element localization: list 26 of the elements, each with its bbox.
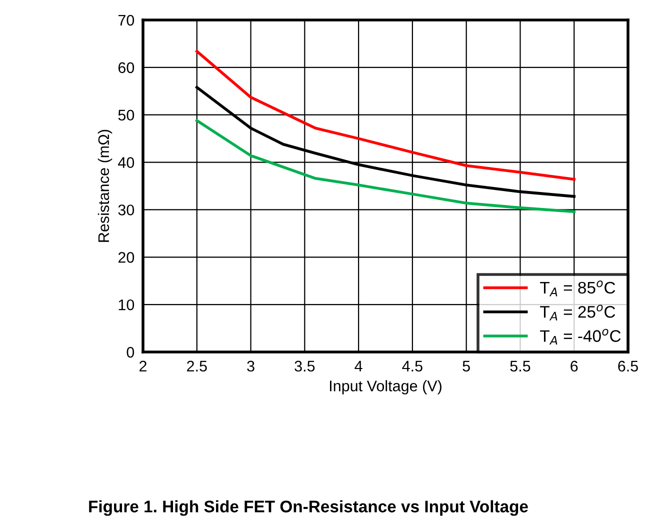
x-tick-label: 2 — [140, 360, 146, 372]
y-axis-title: Resistance (mΩ) — [98, 130, 112, 242]
x-tick-label: 5 — [462, 360, 470, 372]
x-tick-label: 3 — [247, 360, 254, 372]
x-tick-label: 6 — [570, 360, 578, 372]
x-tick-label: 4 — [354, 360, 362, 372]
y-tick-label: 30 — [118, 204, 134, 216]
legend-label: T$_{A}$ = 85$^{o}$C — [540, 280, 616, 296]
text: Figure 1. High Side FET On-Resistance vs Input Voltage — [89, 500, 528, 516]
x-tick-label: 4.5 — [402, 360, 422, 372]
y-tick-label: 70 — [118, 14, 134, 26]
y-tick-label: 10 — [118, 299, 134, 310]
y-tick-label: 60 — [118, 62, 134, 74]
line-series — [196, 50, 576, 181]
line-series — [196, 119, 576, 213]
y-tick-label: 40 — [118, 157, 134, 168]
y-tick-label: 50 — [118, 110, 134, 121]
x-tick-label: 5.5 — [510, 360, 530, 372]
y-tick-label: 20 — [118, 252, 134, 263]
legend-label: T$_{A}$ = -40$^{o}$C — [540, 328, 621, 345]
legend-label: T$_{A}$ = 25$^{o}$C — [540, 304, 616, 320]
y-tick-label: 0 — [126, 346, 134, 358]
x-tick-label: 6.5 — [618, 360, 638, 372]
x-tick-label: 2.5 — [187, 360, 207, 372]
x-axis-title: Input Voltage (V) — [330, 380, 442, 394]
x-tick-label: 3.5 — [294, 360, 315, 372]
